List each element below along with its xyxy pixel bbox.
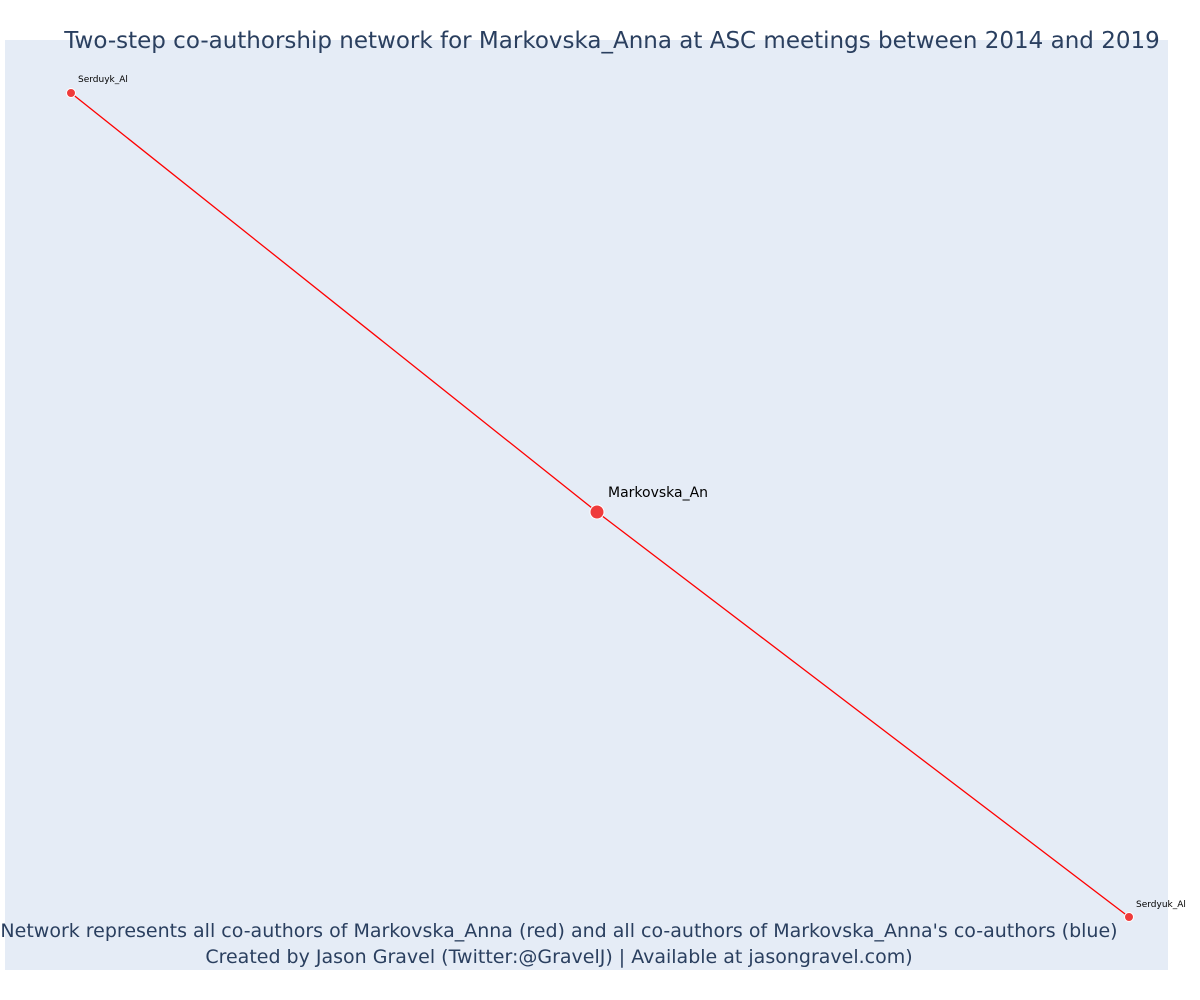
node-label-Serduyk_Al: Serduyk_Al — [78, 75, 128, 85]
edge-Markovska_An-Serdyuk_Al — [596, 511, 1130, 918]
nodes-layer — [66, 88, 1134, 922]
edge-Serduyk_Al-Markovska_An — [70, 92, 598, 513]
node-Markovska_An[interactable] — [589, 504, 605, 520]
chart-title: Two-step co-authorship network for Marko… — [64, 28, 1160, 54]
node-Serdyuk_Al[interactable] — [1124, 912, 1134, 922]
chart-caption: Network represents all co-authors of Mar… — [0, 918, 1118, 970]
node-label-Markovska_An: Markovska_An — [608, 485, 708, 501]
node-label-Serdyuk_Al: Serdyuk_Al — [1136, 900, 1186, 910]
caption-line-2: Created by Jason Gravel (Twitter:@Gravel… — [205, 946, 913, 968]
edges-layer — [70, 92, 1130, 918]
node-Serduyk_Al[interactable] — [66, 88, 76, 98]
labels-layer: Serduyk_Al Markovska_An Serdyuk_Al — [78, 75, 1186, 910]
caption-line-1: Network represents all co-authors of Mar… — [0, 920, 1118, 942]
